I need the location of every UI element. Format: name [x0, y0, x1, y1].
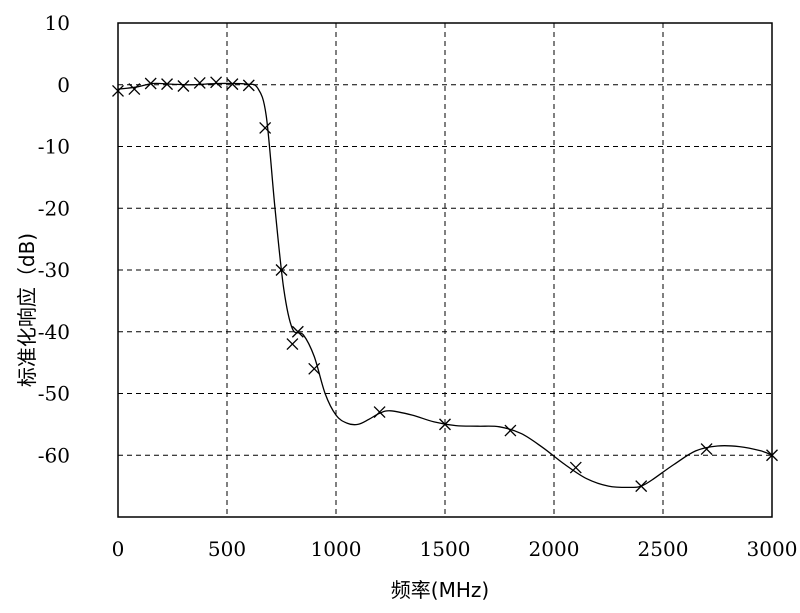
marker-stroke [286, 338, 299, 351]
y-tick-label: -50 [38, 382, 70, 406]
x-tick-label: 1000 [311, 537, 362, 561]
y-tick-label: -20 [38, 196, 70, 220]
marker-stroke [766, 449, 778, 462]
marker-stroke [291, 325, 304, 338]
data-point-marker [308, 362, 321, 375]
plot-frame [117, 22, 773, 518]
marker-stroke [700, 443, 713, 456]
data-point-marker [635, 480, 648, 493]
y-tick-labels: 10 0 -10 -20 -30 -40 -50 -60 [38, 11, 70, 467]
data-point-marker [161, 78, 174, 91]
x-tick-labels: 0 500 1000 1500 2000 2500 3000 [112, 537, 798, 561]
data-point-marker [700, 443, 713, 456]
x-tick-label: 3000 [747, 537, 798, 561]
marker-stroke [128, 83, 141, 96]
data-point-marker [259, 122, 272, 134]
data-point-marker [128, 83, 141, 96]
y-tick-label: -10 [38, 135, 70, 159]
marker-stroke [193, 76, 206, 89]
data-point-marker [275, 264, 288, 276]
marker-stroke [635, 480, 648, 493]
y-tick-label: 0 [57, 73, 70, 97]
marker-stroke [439, 418, 451, 431]
x-tick-label: 2000 [529, 537, 580, 561]
data-point-marker [439, 418, 451, 431]
marker-stroke [161, 78, 174, 91]
data-point-marker [112, 84, 124, 97]
data-point-marker [144, 77, 157, 90]
marker-stroke [259, 122, 272, 134]
data-point-marker [504, 424, 517, 437]
data-point-marker [210, 76, 223, 89]
marker-stroke [275, 264, 288, 276]
y-tick-label: 10 [45, 11, 70, 35]
data-point-marker [193, 76, 206, 89]
y-tick-label: -30 [38, 258, 70, 282]
marker-stroke [177, 80, 190, 92]
x-tick-label: 1500 [420, 537, 471, 561]
data-point-marker [286, 338, 299, 351]
y-tick-label: -60 [38, 443, 70, 467]
data-point-marker [373, 406, 386, 418]
marker-stroke [112, 84, 124, 97]
marker-stroke [144, 77, 157, 90]
marker-stroke [210, 76, 223, 89]
marker-stroke [373, 406, 386, 418]
data-point-marker [177, 80, 190, 92]
data-point-marker [291, 325, 304, 338]
x-axis-title: 频率(MHz) [391, 578, 489, 602]
data-point-marker [569, 461, 582, 474]
data-point-marker [766, 449, 778, 462]
x-tick-label: 0 [112, 537, 125, 561]
y-tick-label: -40 [38, 320, 70, 344]
data-point-marker [226, 78, 239, 91]
marker-stroke [504, 424, 517, 437]
measurement-markers [112, 76, 778, 493]
x-tick-label: 500 [208, 537, 246, 561]
x-tick-label: 2500 [638, 537, 689, 561]
marker-stroke [226, 78, 239, 91]
marker-stroke [569, 461, 582, 474]
marker-stroke [308, 362, 321, 375]
grid [118, 23, 772, 517]
data-point-marker [242, 79, 255, 92]
y-axis-title: 标准化响应（dB) [15, 233, 39, 387]
marker-stroke [242, 79, 255, 92]
